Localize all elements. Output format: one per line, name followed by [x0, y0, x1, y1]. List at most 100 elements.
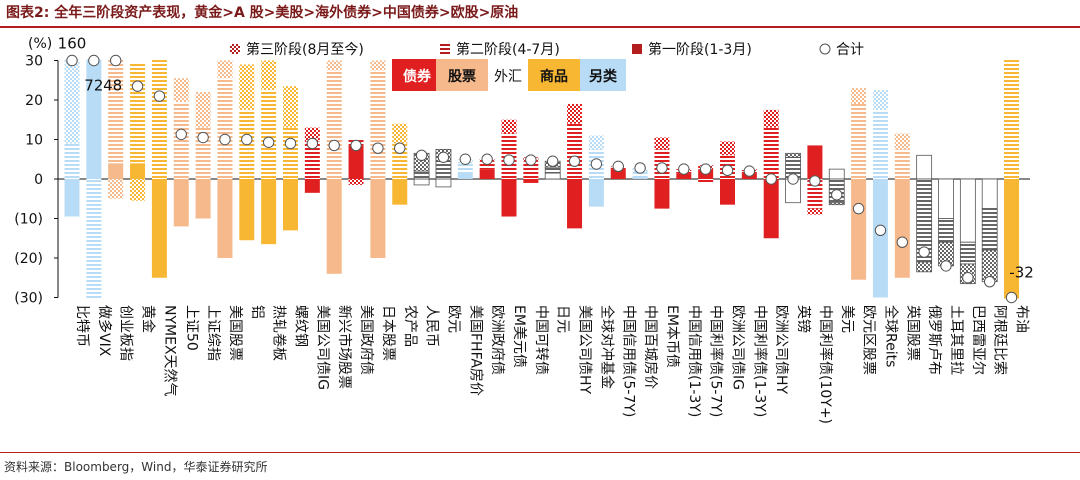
total-marker	[131, 80, 144, 92]
bar-segment-stage2	[763, 127, 779, 179]
bar-segment-stage2	[698, 179, 714, 183]
category-label: 欧洲公司债HY	[773, 305, 789, 395]
total-marker	[940, 260, 952, 272]
bar-segment-stage1	[959, 178, 976, 243]
class-legend-swatch	[488, 59, 528, 91]
figure-title: 图表2: 全年三阶段资产表现，黄金>A 股>美股>海外债券>中国债券>欧股>原油	[6, 5, 519, 21]
total-marker	[962, 272, 974, 284]
figure-source: 资料来源：Bloomberg，Wind，华泰证券研究所	[4, 460, 268, 474]
category-label: 中国百城房价	[642, 305, 658, 389]
bar-segment-stage2	[64, 143, 80, 179]
legend-swatch	[440, 44, 450, 54]
total-marker	[874, 224, 887, 237]
legend-item: 合计	[819, 42, 864, 58]
bar-segment-stage3	[152, 0, 167, 37]
total-marker	[612, 160, 624, 173]
bar-segment-stage2	[807, 179, 823, 209]
bar-segment-stage1	[283, 179, 298, 231]
bar-segment-stage2	[1004, 59, 1020, 179]
bar-segment-stage3	[720, 141, 735, 156]
y-tick-label: 10	[25, 133, 43, 149]
bar-segment-stage2	[567, 123, 583, 179]
category-label: 上证综指	[205, 305, 221, 361]
bar-segment-stage2	[479, 161, 495, 170]
bar-segment-stage1	[567, 179, 583, 229]
category-label: 英镑	[795, 305, 812, 333]
bar-segment-stage3	[785, 152, 801, 158]
bar-segment-stage1	[523, 179, 539, 183]
bar-segment-stage2	[938, 218, 954, 243]
total-marker	[721, 164, 734, 177]
bar-segment-stage1	[610, 169, 626, 179]
bar-segment-stage3	[370, 60, 386, 71]
total-marker	[459, 153, 471, 165]
bar-segment-stage3	[326, 60, 342, 71]
category-label: 中国利率债(5-7Y)	[708, 305, 725, 417]
total-data-label: 160	[58, 35, 87, 53]
bar-segment-stage2	[959, 241, 976, 265]
category-label: 欧洲政府债	[489, 305, 505, 375]
bar-segment-stage1	[894, 179, 910, 278]
class-legend-label: 另类	[589, 68, 618, 85]
bar-segment-stage2	[632, 171, 648, 176]
total-marker	[350, 139, 362, 152]
bar-segment-stage3	[239, 64, 255, 110]
bar-segment-stage3	[828, 202, 845, 206]
class-legend-swatch	[392, 59, 442, 91]
bar-segment-stage1	[457, 173, 473, 179]
category-label: 美国FHFA房价	[467, 305, 483, 396]
bar-segment-stage1	[435, 178, 452, 188]
total-marker	[852, 202, 865, 215]
legend-label: 第一阶段(1-3月)	[648, 41, 752, 58]
legend-label: 第二阶段(4-7月)	[456, 41, 560, 58]
bar-segment-stage2	[435, 160, 452, 180]
class-legend-label: 股票	[448, 69, 476, 85]
bar-segment-stage1	[720, 179, 735, 205]
class-legend-item: 另类	[580, 59, 626, 91]
class-legend-label: 商品	[540, 68, 568, 85]
total-marker	[175, 128, 187, 141]
total-marker	[743, 165, 756, 177]
bar-segment-stage2	[130, 62, 146, 164]
total-marker	[568, 155, 581, 167]
bar-segment-stage3	[283, 86, 298, 128]
legend-label: 合计	[836, 42, 864, 58]
category-label: 欧元区股票	[861, 305, 877, 375]
total-marker	[787, 173, 799, 185]
y-tick-label: 30	[25, 54, 43, 70]
category-label: EM本币债	[664, 305, 680, 368]
bar-segment-stage3	[173, 78, 189, 102]
category-label: 美国公司债IG	[314, 305, 330, 390]
category-label: 新兴市场股票	[336, 305, 353, 389]
category-label: 黄金	[140, 305, 157, 333]
bar-segment-stage1	[828, 168, 845, 180]
category-label: 美国政府债	[358, 305, 374, 375]
category-label: 美元	[839, 305, 855, 333]
total-marker	[547, 155, 559, 167]
class-legend-label: 外汇	[494, 69, 522, 85]
bar-segment-stage2	[261, 90, 277, 179]
category-label: 欧洲公司债IG	[730, 305, 746, 390]
bar-segment-stage2	[457, 163, 473, 174]
bottom-rule	[0, 452, 1080, 453]
bar-segment-stage2	[326, 70, 342, 179]
y-axis-unit: (%)	[28, 36, 52, 52]
category-label: EM美元债	[511, 305, 527, 368]
category-label: 全球Reits	[882, 305, 899, 367]
category-label: 热轧卷板	[271, 305, 287, 361]
category-label: 布油	[1014, 305, 1030, 333]
class-legend-item: 股票	[436, 59, 488, 91]
bar-segment-stage2	[217, 78, 233, 179]
total-marker	[88, 54, 100, 67]
bar-segment-stage3	[64, 59, 80, 144]
bar-segment-stage1	[413, 178, 430, 186]
bar-segment-stage2	[304, 141, 320, 179]
bar-segment-stage1	[326, 179, 342, 274]
bar-segment-stage3	[1004, 440, 1019, 452]
category-label: 中国信用债(1-3Y)	[686, 305, 702, 417]
bar-segment-stage1	[304, 179, 320, 193]
bar-segment-stage3	[348, 179, 364, 185]
total-data-label: 48	[103, 77, 122, 95]
bar-segment-stage1	[479, 169, 495, 179]
bar-segment-stage1	[588, 179, 604, 207]
